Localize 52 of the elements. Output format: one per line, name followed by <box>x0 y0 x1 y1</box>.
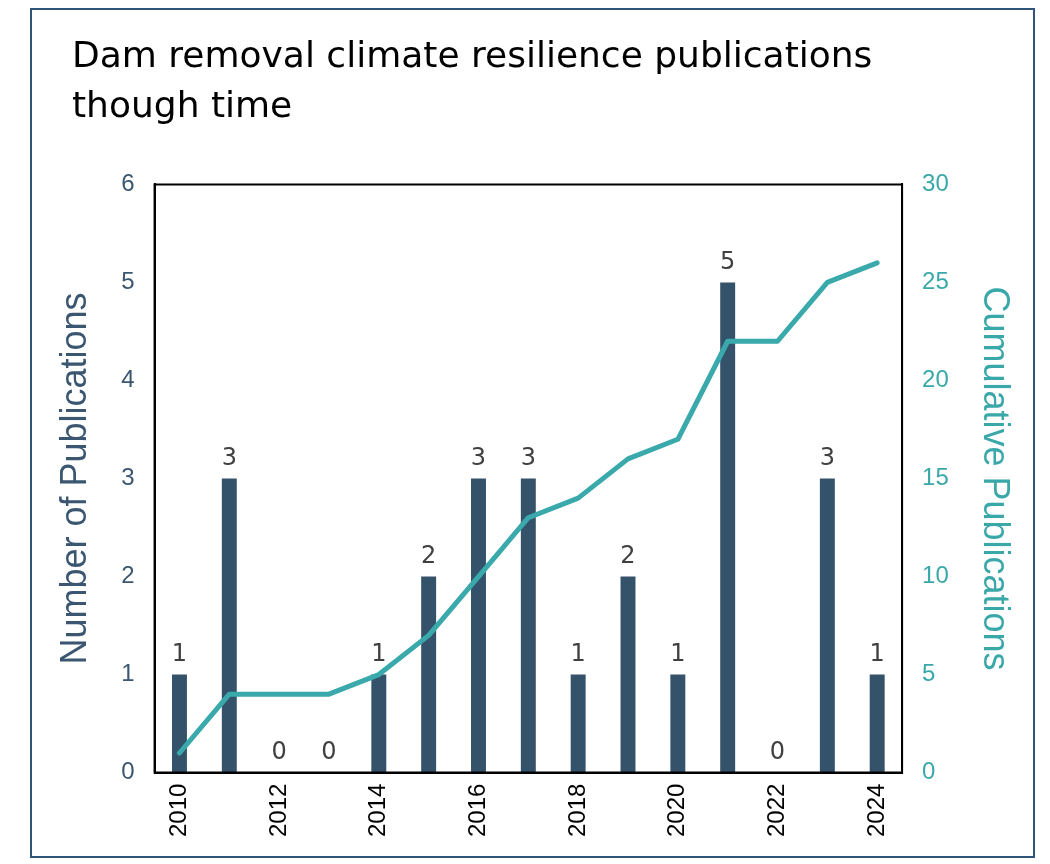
y2-axis-title: Cumulative Publications <box>976 286 1018 671</box>
data-label: 2 <box>421 540 437 569</box>
bar <box>869 674 885 773</box>
x-tick-label: 2010 <box>164 783 192 837</box>
bar <box>171 674 187 773</box>
bar <box>221 478 237 773</box>
data-label: 1 <box>371 638 387 667</box>
x-tick-label: 2016 <box>463 783 491 837</box>
bar <box>620 576 636 773</box>
y-axis-title: Number of Publications <box>52 292 94 665</box>
x-tick-label: 2014 <box>363 783 391 837</box>
y-tick-label: 2 <box>121 561 135 589</box>
x-tick-label: 2022 <box>762 783 790 837</box>
data-label: 0 <box>271 736 287 765</box>
y2-tick-label: 20 <box>922 365 949 393</box>
bar <box>819 478 835 773</box>
bar <box>421 576 437 773</box>
data-label: 1 <box>570 638 586 667</box>
data-label: 1 <box>171 638 188 667</box>
bar <box>371 674 387 773</box>
x-tick-label: 2024 <box>861 783 889 837</box>
bar <box>720 282 736 773</box>
x-tick-label: 2018 <box>562 783 590 837</box>
x-tick-label: 2020 <box>662 783 690 837</box>
chart-title: Dam removal climate resilience publications though time <box>72 33 874 127</box>
y2-tick-label: 30 <box>922 169 949 197</box>
bar <box>471 478 486 773</box>
data-label: 3 <box>520 442 536 471</box>
y-tick-label: 4 <box>121 365 135 393</box>
data-label: 3 <box>470 442 487 471</box>
bar <box>520 478 536 773</box>
data-label: 3 <box>819 442 835 471</box>
data-label: 1 <box>670 638 686 667</box>
y-tick-label: 3 <box>121 463 135 491</box>
x-tick-label: 2012 <box>263 783 291 837</box>
y2-tick-label: 15 <box>922 463 949 491</box>
y-tick-label: 1 <box>121 659 135 687</box>
y-tick-label: 5 <box>121 267 135 295</box>
data-label: 1 <box>869 638 885 667</box>
y2-tick-label: 5 <box>922 659 936 687</box>
y-tick-label: 0 <box>121 757 135 785</box>
bar <box>570 674 586 773</box>
bar <box>670 674 686 773</box>
y2-tick-label: 25 <box>922 267 949 295</box>
data-label: 0 <box>769 736 786 765</box>
data-label: 5 <box>720 246 736 275</box>
y2-tick-label: 10 <box>922 561 949 589</box>
data-label: 0 <box>321 736 337 765</box>
y-tick-label: 6 <box>121 169 135 197</box>
data-label: 2 <box>620 540 636 569</box>
y2-tick-label: 0 <box>922 757 936 785</box>
data-label: 3 <box>221 442 237 471</box>
